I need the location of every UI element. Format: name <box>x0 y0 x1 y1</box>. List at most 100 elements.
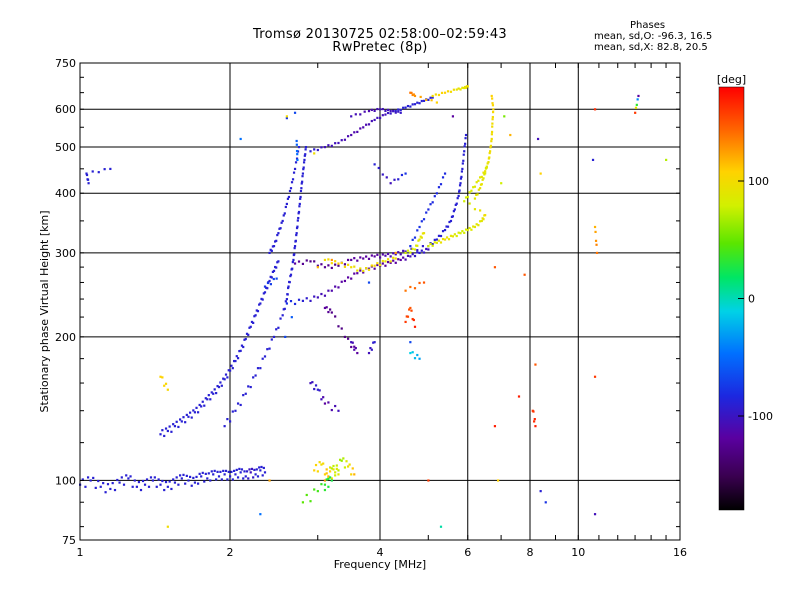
data-point <box>293 247 296 250</box>
data-point <box>109 487 112 491</box>
data-point <box>475 223 478 226</box>
data-point <box>404 320 407 324</box>
data-point <box>249 471 252 474</box>
data-point <box>149 476 153 479</box>
data-point <box>266 281 270 285</box>
data-point <box>175 420 178 423</box>
data-point <box>539 172 542 175</box>
data-point <box>334 260 337 263</box>
data-point <box>350 266 353 269</box>
x-axis-label: Frequency [MHz] <box>334 558 426 571</box>
data-point <box>532 410 535 413</box>
data-point <box>462 159 465 162</box>
data-point <box>118 481 121 484</box>
data-point <box>354 113 357 116</box>
data-point <box>346 135 350 138</box>
data-point <box>370 264 373 267</box>
data-point <box>464 142 467 145</box>
data-point <box>400 173 404 177</box>
data-point <box>323 306 327 310</box>
data-point <box>351 467 354 470</box>
data-point <box>437 234 441 237</box>
data-point <box>425 247 428 251</box>
data-point <box>332 468 335 471</box>
data-point <box>248 468 251 471</box>
data-point <box>245 470 249 473</box>
data-point <box>323 479 327 482</box>
data-point <box>125 474 128 477</box>
data-point <box>323 266 327 269</box>
data-point <box>219 381 222 384</box>
data-point <box>470 189 473 192</box>
x-tick-label: 1 <box>77 546 84 559</box>
data-point <box>397 110 400 113</box>
data-point <box>408 308 411 311</box>
data-point <box>394 251 397 255</box>
data-point <box>303 154 306 157</box>
data-point <box>476 193 479 196</box>
data-point <box>182 473 185 476</box>
data-point <box>373 264 376 267</box>
data-point <box>137 480 141 484</box>
data-point <box>275 266 278 269</box>
data-point <box>159 483 162 486</box>
data-point <box>422 251 426 254</box>
data-point <box>473 208 477 211</box>
data-point <box>195 406 198 409</box>
data-point <box>397 178 400 181</box>
data-point <box>301 501 305 504</box>
data-point <box>285 117 288 120</box>
data-point <box>245 332 249 335</box>
data-point <box>263 285 267 288</box>
data-point <box>252 321 255 324</box>
data-point <box>449 234 453 237</box>
data-point <box>302 168 305 171</box>
data-point <box>266 287 269 290</box>
data-point <box>290 316 293 319</box>
colorbar-tick-label: 0 <box>748 293 755 306</box>
data-point <box>296 158 299 162</box>
data-point <box>447 238 451 241</box>
data-point <box>591 158 595 162</box>
data-point <box>334 404 337 408</box>
data-point <box>335 467 338 471</box>
data-point <box>242 394 245 397</box>
data-point <box>164 480 168 484</box>
data-point <box>441 176 445 179</box>
data-point <box>399 108 402 112</box>
data-point <box>412 318 415 322</box>
data-point <box>327 310 330 314</box>
data-point <box>295 226 299 230</box>
data-point <box>489 150 492 153</box>
data-point <box>141 479 145 483</box>
data-point <box>301 172 305 175</box>
data-point <box>203 404 206 407</box>
data-point <box>258 303 261 306</box>
data-point <box>386 258 390 261</box>
data-point <box>350 115 353 118</box>
data-point <box>418 251 421 255</box>
data-point <box>314 463 318 467</box>
data-point <box>239 137 242 141</box>
data-point <box>279 317 282 320</box>
data-point <box>427 479 430 482</box>
data-point <box>230 470 233 473</box>
data-point <box>290 181 294 184</box>
data-point <box>416 251 419 254</box>
data-point <box>234 409 237 412</box>
data-point <box>359 269 362 272</box>
data-point <box>177 483 180 486</box>
data-point <box>429 203 432 206</box>
data-point <box>284 205 287 209</box>
data-point <box>153 476 156 479</box>
data-point <box>413 357 417 360</box>
data-point <box>397 251 400 254</box>
data-point <box>285 202 288 206</box>
data-point <box>325 468 328 471</box>
data-point <box>370 254 373 257</box>
data-point <box>491 122 494 125</box>
data-point <box>200 475 203 478</box>
data-point <box>443 228 447 232</box>
data-point <box>313 387 316 391</box>
data-point <box>459 177 463 180</box>
